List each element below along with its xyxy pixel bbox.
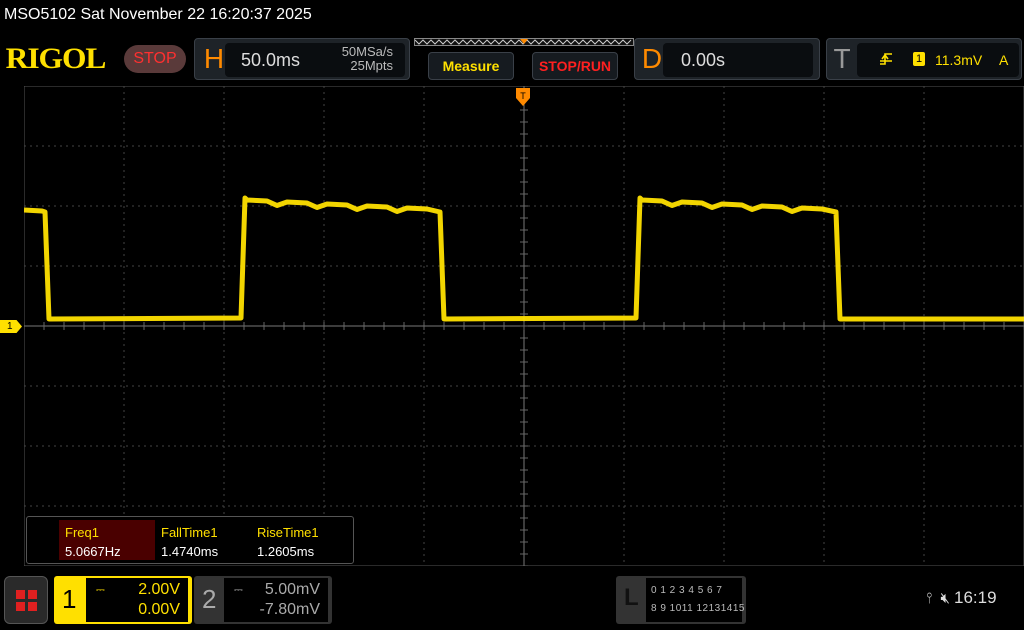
trigger-label: T: [833, 43, 851, 74]
acquisition-info: 50MSa/s 25Mpts: [342, 45, 393, 73]
run-state-badge[interactable]: STOP: [124, 45, 186, 73]
measurement-label: Freq1: [65, 525, 99, 540]
channel1-scale: 2.00V: [138, 581, 180, 598]
delay-panel[interactable]: D 0.00s: [634, 38, 820, 80]
channel2-scale: 5.00mV: [264, 581, 320, 598]
rigol-logo: RIGOL: [5, 42, 107, 75]
logic-channels-row1: 0 1 2 3 4 5 6 7: [651, 585, 723, 596]
channel1-number: 1: [62, 584, 77, 614]
status-area: ⫯ 🔇︎ 16:19: [926, 588, 997, 608]
stop-run-button[interactable]: STOP/RUN: [532, 52, 618, 80]
measure-button[interactable]: Measure: [428, 52, 514, 80]
waveform-display[interactable]: [24, 86, 1024, 566]
measurement-label: FallTime1: [161, 525, 218, 540]
trigger-panel[interactable]: T 1 11.3mV A: [826, 38, 1022, 80]
trigger-position-icon[interactable]: T: [516, 88, 530, 108]
measurement-value: 1.2605ms: [257, 544, 315, 559]
trigger-source-badge: 1: [913, 52, 925, 66]
trigger-mode: A: [999, 52, 1009, 68]
logic-channels-row2: 8 9 1011 12131415: [651, 603, 745, 614]
memory-depth: 25Mpts: [350, 58, 393, 73]
channel2-scale-row: ⎓ 5.00mV: [232, 580, 320, 600]
horizontal-panel[interactable]: H 50.0ms 50MSa/s 25Mpts: [194, 38, 410, 80]
measurement-value: 5.0667Hz: [65, 544, 121, 559]
main-menu-button[interactable]: [4, 576, 48, 624]
channel1-scale-row: ⎓ 2.00V: [94, 580, 180, 600]
clock-time: 16:19: [953, 588, 997, 607]
memory-overview-strip[interactable]: [414, 38, 634, 46]
trigger-position-marker: [520, 39, 528, 44]
grid-menu-icon: [16, 590, 37, 611]
measurement-label: RiseTime1: [257, 525, 319, 540]
channel1-offset-marker[interactable]: 1: [0, 320, 22, 333]
measurement-freq1[interactable]: Freq1 5.0667Hz: [59, 520, 155, 560]
logic-label: L: [624, 584, 639, 611]
channel1-panel[interactable]: 1 ⎓ 2.00V 0.00V: [54, 576, 192, 624]
measurement-value: 1.4740ms: [161, 544, 219, 559]
svg-text:T: T: [520, 91, 526, 101]
horizontal-label: H: [203, 43, 225, 74]
sample-rate: 50MSa/s: [341, 44, 393, 59]
trigger-level: 11.3mV: [935, 52, 983, 68]
dc-coupling-icon: ⎓: [234, 584, 243, 596]
measurement-risetime1[interactable]: RiseTime1 1.2605ms: [251, 520, 347, 560]
channel2-offset: -7.80mV: [259, 601, 320, 618]
delay-label: D: [641, 43, 663, 74]
channel2-panel[interactable]: 2 ⎓ 5.00mV -7.80mV: [194, 576, 332, 624]
channel1-trace: [24, 195, 1024, 322]
usb-icon[interactable]: ⫯: [926, 590, 933, 607]
dc-coupling-icon: ⎓: [96, 584, 105, 596]
speaker-muted-icon[interactable]: 🔇︎: [940, 590, 950, 607]
title-bar: MSO5102 Sat November 22 16:20:37 2025: [0, 0, 1024, 32]
channel2-number: 2: [202, 584, 217, 614]
measurement-panel[interactable]: Freq1 5.0667Hz FallTime1 1.4740ms RiseTime…: [26, 516, 354, 564]
delay-value: 0.00s: [681, 50, 726, 70]
measurement-falltime1[interactable]: FallTime1 1.4740ms: [155, 520, 251, 560]
channel1-offset: 0.00V: [138, 601, 180, 618]
rising-edge-icon: [880, 53, 892, 65]
logic-analyzer-panel[interactable]: L 0 1 2 3 4 5 6 7 8 9 1011 12131415: [616, 576, 746, 624]
timebase-value: 50.0ms: [241, 50, 301, 70]
